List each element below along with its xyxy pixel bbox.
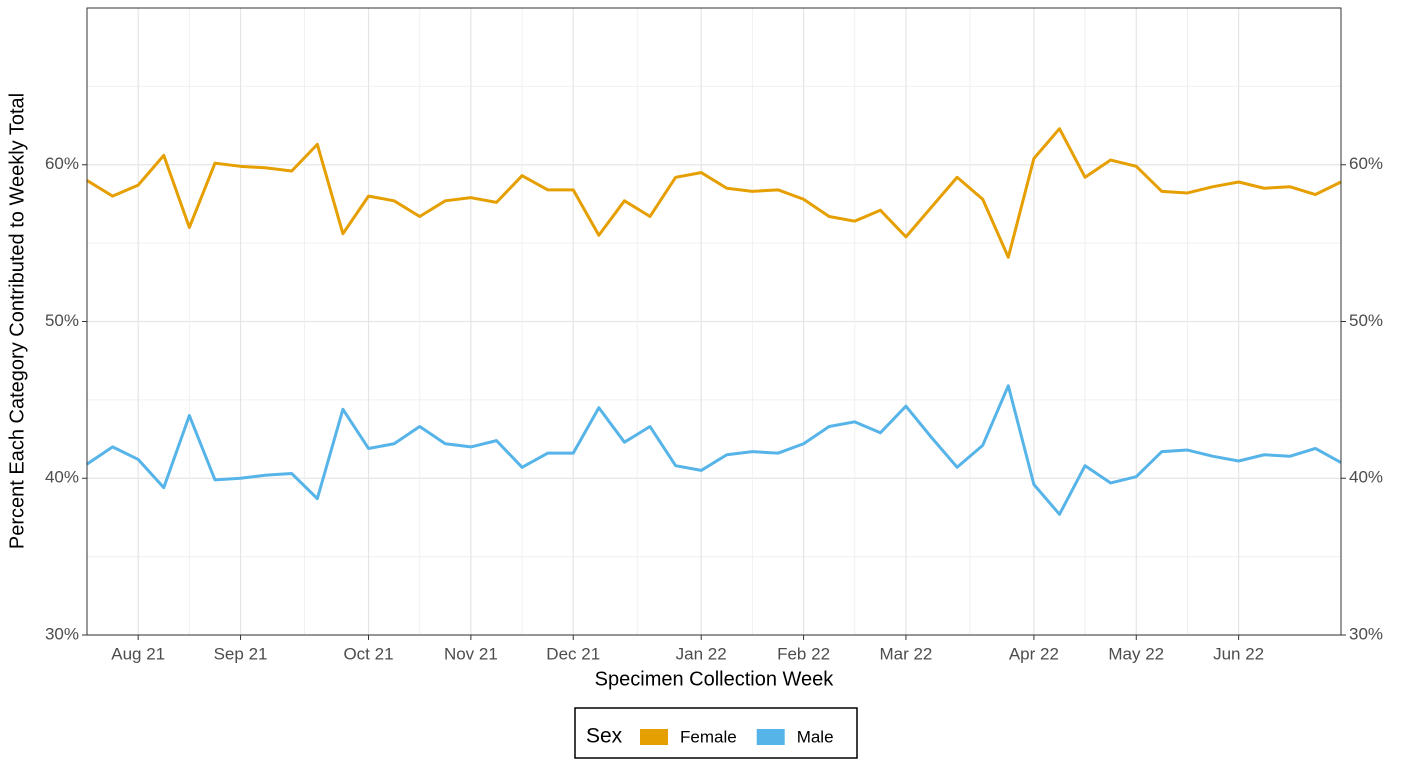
- series-line: [86, 127, 1342, 259]
- x-tick-label: Oct 21: [343, 644, 393, 663]
- x-axis-label: Specimen Collection Week: [595, 668, 835, 690]
- y2-tick-label: 40%: [1349, 468, 1383, 487]
- x-tick-label: Jan 22: [676, 644, 727, 663]
- y-tick-label: 60%: [45, 154, 79, 173]
- plot-frame: [86, 7, 1342, 636]
- y-tick-label: 40%: [45, 468, 79, 487]
- x-tick-label: Feb 22: [777, 644, 830, 663]
- x-tick-label: Nov 21: [444, 644, 498, 663]
- x-tick-label: Dec 21: [546, 644, 600, 663]
- legend: Sex Female Male: [574, 707, 858, 759]
- y2-tick-label: 60%: [1349, 154, 1383, 173]
- legend-label: Male: [797, 727, 834, 746]
- x-tick-label: Aug 21: [111, 644, 165, 663]
- x-tick-label: Mar 22: [879, 644, 932, 663]
- legend-label: Female: [680, 727, 737, 746]
- legend-box: [574, 707, 858, 759]
- x-tick-label: Sep 21: [214, 644, 268, 663]
- x-tick-label: Jun 22: [1213, 644, 1264, 663]
- legend-swatch: [756, 729, 785, 745]
- series-line: [86, 384, 1342, 516]
- legend-title: Sex: [586, 725, 623, 748]
- y-axis-label: Percent Each Category Contributed to Wee…: [6, 93, 28, 549]
- legend-swatch: [640, 729, 668, 745]
- y-tick-label: 50%: [45, 311, 79, 330]
- y-tick-label: 30%: [45, 624, 79, 643]
- x-tick-label: Apr 22: [1009, 644, 1059, 663]
- y2-tick-label: 30%: [1349, 624, 1383, 643]
- x-tick-label: May 22: [1108, 644, 1164, 663]
- y2-tick-label: 50%: [1349, 311, 1383, 330]
